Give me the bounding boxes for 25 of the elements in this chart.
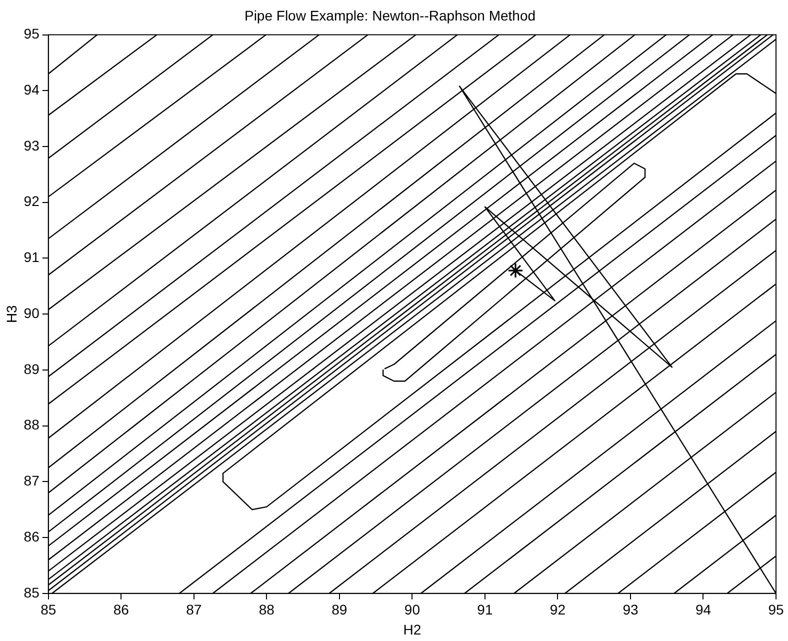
x-tick-label: 91	[477, 602, 493, 618]
y-tick-label: 91	[24, 249, 40, 266]
y-tick-label: 95	[24, 26, 40, 42]
x-tick-label: 94	[695, 602, 712, 618]
x-tick-label: 85	[40, 602, 56, 618]
x-tick-label: 93	[622, 602, 638, 618]
y-axis-title: H3	[3, 304, 20, 324]
x-tick-label: 88	[258, 602, 275, 618]
x-tick-label: 89	[332, 602, 348, 618]
y-tick-label: 87	[24, 472, 40, 489]
y-tick-label: 85	[24, 584, 40, 600]
x-tick-label: 87	[186, 602, 202, 618]
y-tick-label: 94	[24, 82, 40, 98]
y-tick-label: 90	[24, 304, 40, 321]
x-tick-label: 95	[768, 602, 784, 618]
y-tick-label: 92	[24, 193, 40, 210]
y-tick-label: 88	[24, 416, 40, 433]
x-tick-label: 92	[550, 602, 566, 618]
y-tick-label: 89	[24, 360, 40, 377]
y-tick-label: 86	[24, 528, 40, 544]
x-axis-title: H2	[403, 621, 422, 638]
x-tick-label: 86	[113, 602, 130, 618]
x-tick-label: 90	[404, 602, 420, 618]
chart-title: Pipe Flow Example: Newton--Raphson Method	[244, 7, 536, 24]
y-tick-label: 93	[24, 137, 40, 154]
